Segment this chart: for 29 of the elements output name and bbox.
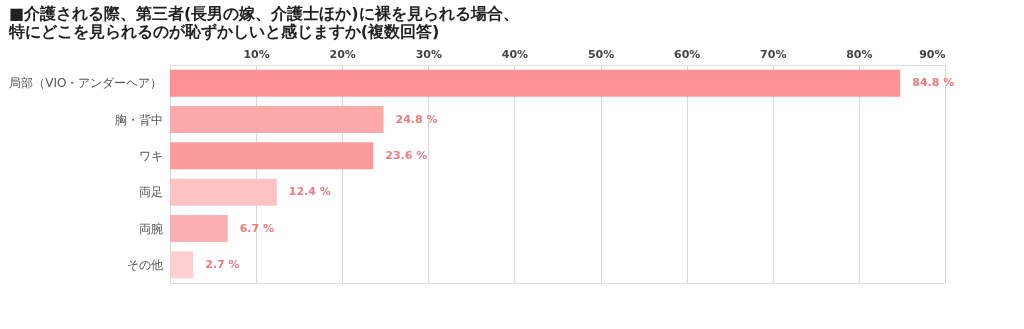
x-tick-label: 90%: [919, 47, 946, 61]
x-tick-label: 50%: [587, 47, 615, 61]
x-tick-label: 30%: [415, 47, 443, 61]
bar: [170, 251, 194, 279]
bar: [170, 106, 384, 133]
data-label: 2.7 %: [205, 257, 240, 271]
bar: [170, 69, 901, 97]
text: ■介護される際、第三者(長男の嫁、介護士ほか)に裸を見られる場合、: [8, 4, 519, 23]
x-tick-label: 70%: [760, 47, 787, 61]
data-label: 23.6 %: [385, 148, 428, 162]
x-tick-label: 60%: [673, 47, 701, 61]
data-label: 6.7 %: [239, 221, 275, 235]
data-label: 24.8 %: [395, 112, 438, 126]
y-tick-label: ワキ: [138, 148, 163, 163]
y-tick-label: 局部（VIO・アンダーヘア）: [9, 76, 163, 91]
bar: [170, 178, 277, 206]
x-tick-label: 40%: [501, 47, 529, 61]
x-tick-label: 80%: [846, 47, 873, 61]
y-tick-label: 両足: [138, 185, 163, 200]
bar: [170, 215, 228, 242]
y-tick-label: その他: [126, 257, 163, 272]
x-tick-label: 20%: [329, 47, 356, 61]
y-tick-label: 両腕: [138, 221, 163, 236]
text: 特にどこを見られるのが恥ずかしいと感じますか(複数回答): [8, 22, 440, 41]
data-label: 84.8 %: [912, 76, 955, 90]
y-tick-label: 胸・背中: [114, 112, 163, 127]
data-label: 12.4 %: [288, 185, 331, 199]
bar: [170, 142, 374, 170]
x-tick-label: 10%: [243, 47, 270, 61]
